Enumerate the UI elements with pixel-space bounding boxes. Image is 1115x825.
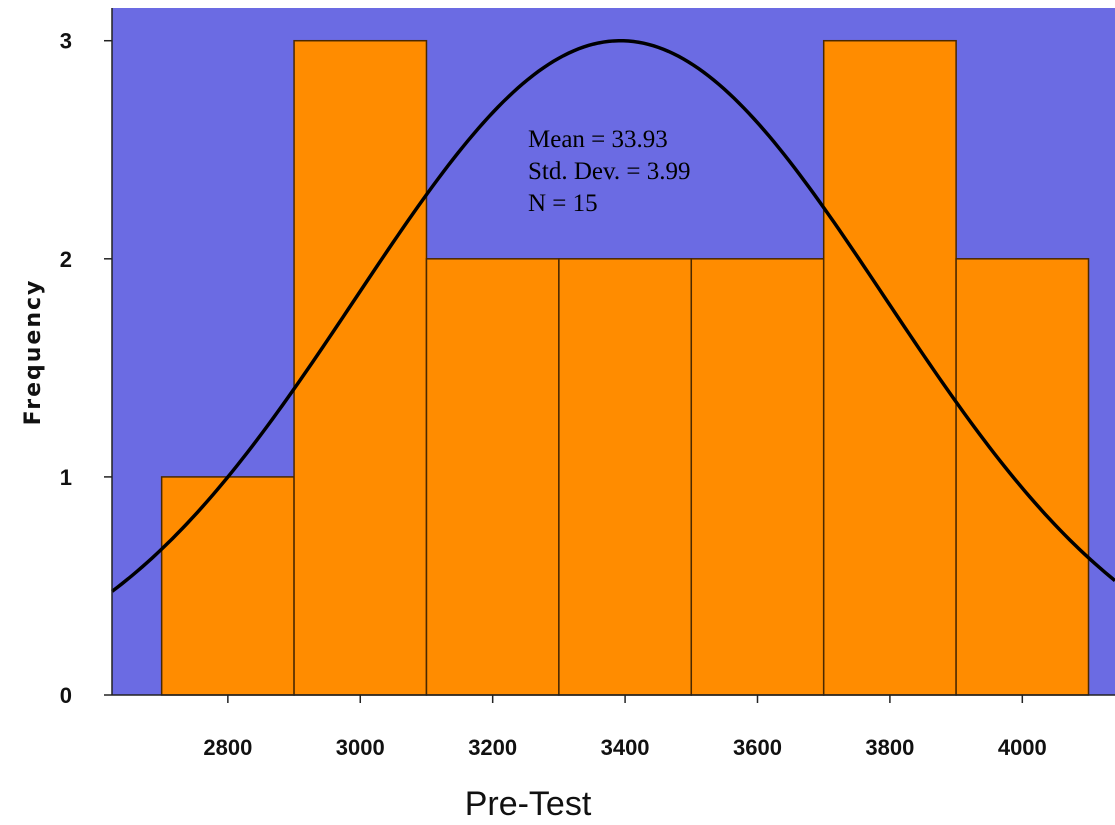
histogram-bar [425,258,560,696]
y-tick-label: 3 [60,29,72,54]
stats-annotation: Mean = 33.93 Std. Dev. = 3.99 N = 15 [528,126,690,217]
histogram-bar [955,258,1090,696]
x-tick-label: 3200 [468,735,517,760]
histogram-bar [160,476,295,696]
y-tick-label: 2 [60,247,72,272]
y-axis-label: Frequency [21,279,46,426]
y-tick-label: 1 [60,465,72,490]
x-tick-label: 3000 [336,735,385,760]
bars-group [160,39,1090,696]
x-tick-label: 2800 [203,735,252,760]
histogram-bar [293,39,428,696]
x-tick-label: 3800 [865,735,914,760]
y-tick-label: 0 [60,683,72,708]
histogram-bar [690,258,825,696]
stats-line: Std. Dev. = 3.99 [528,158,690,185]
stats-line: N = 15 [528,190,598,217]
histogram-bar [822,39,957,696]
x-tick-label: 3600 [733,735,782,760]
x-axis-label: Pre-Test [465,785,592,823]
histogram-bar [558,258,693,696]
normal-curve [110,38,1115,593]
x-tick-label: 4000 [998,735,1047,760]
axes-group: 0 1 2 3 2800 3000 3200 3400 3600 3800 4000 [60,8,1115,760]
stats-line: Mean = 33.93 [528,126,668,153]
x-tick-label: 3400 [601,735,650,760]
